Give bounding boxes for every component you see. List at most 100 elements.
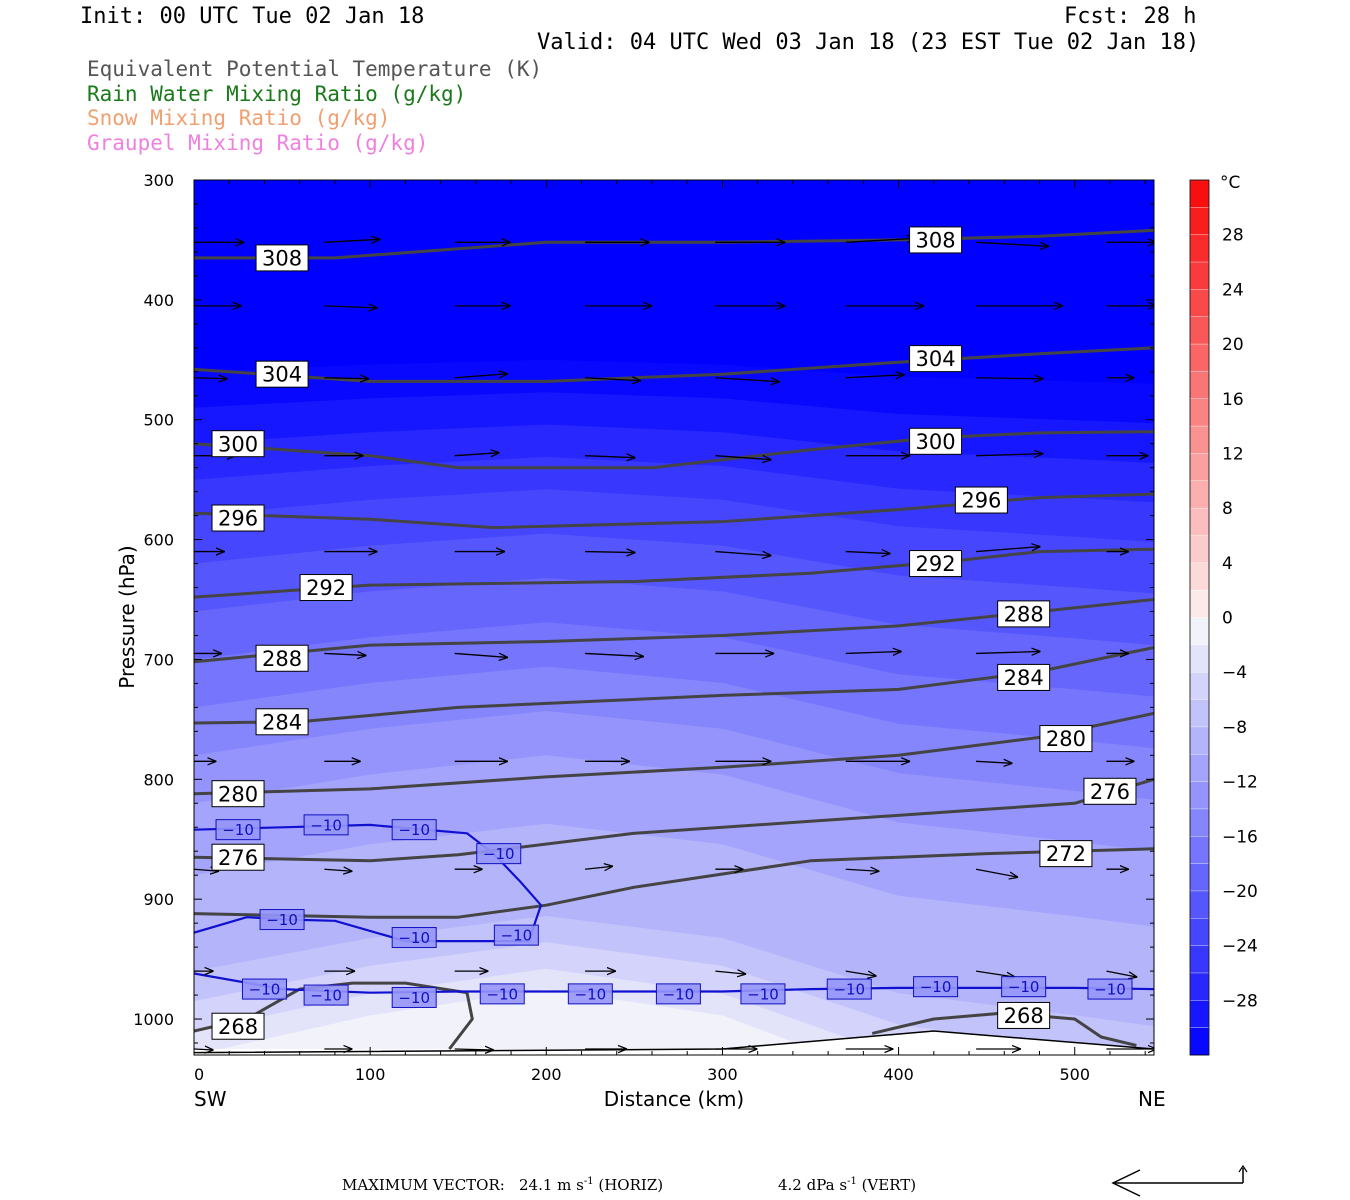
colorbar-swatch xyxy=(1189,617,1210,646)
colorbar-tick-label: −8 xyxy=(1222,718,1247,738)
forecast-hour: Fcst: 28 h xyxy=(1064,4,1197,29)
wind-vector xyxy=(324,239,380,242)
temperature-label: −10 xyxy=(1001,976,1047,998)
wind-vector xyxy=(454,653,508,657)
colorbar-swatch xyxy=(1189,507,1210,537)
svg-text:−10: −10 xyxy=(398,821,430,839)
vert-value: 4.2 dPa s xyxy=(778,1176,848,1194)
colorbar-tick-label: −16 xyxy=(1222,827,1258,847)
legend-theta-e: Equivalent Potential Temperature (K) xyxy=(87,57,543,81)
theta-e-label: 272 xyxy=(1039,840,1093,868)
colorbar-swatch xyxy=(1189,972,1210,1002)
svg-text:296: 296 xyxy=(218,507,258,531)
svg-text:304: 304 xyxy=(262,363,302,387)
valid-time: Valid: 04 UTC Wed 03 Jan 18 (23 EST Tue … xyxy=(537,30,1200,55)
colorbar-tick-label: 20 xyxy=(1222,335,1244,355)
svg-text:276: 276 xyxy=(1090,780,1130,804)
svg-text:300: 300 xyxy=(916,430,956,454)
wind-vector xyxy=(845,238,916,242)
wind-vector xyxy=(454,1049,494,1050)
wind-vector xyxy=(976,761,1012,763)
wind-vector xyxy=(324,306,377,308)
temperature-label: −10 xyxy=(303,984,349,1006)
svg-text:308: 308 xyxy=(262,246,302,270)
x-tick-label: 200 xyxy=(531,1065,562,1084)
theta-e-contour xyxy=(194,346,1154,383)
temperature-label: −10 xyxy=(479,983,525,1005)
x-tick-label: 400 xyxy=(883,1065,914,1084)
temperature-label: −10 xyxy=(391,986,437,1008)
colorbar-swatch xyxy=(1189,890,1210,919)
colorbar-swatch xyxy=(1189,699,1210,728)
wind-vector xyxy=(454,374,508,378)
theta-e-label: 304 xyxy=(909,345,963,373)
theta-e-label: 284 xyxy=(255,708,309,736)
svg-text:−10: −10 xyxy=(1008,978,1040,996)
theta-e-contour xyxy=(194,492,1154,530)
y-tick-label: 300 xyxy=(143,171,174,190)
colorbar-swatch xyxy=(1189,316,1210,345)
wind-vector xyxy=(976,454,1043,456)
wind-vector xyxy=(584,866,613,869)
svg-text:−10: −10 xyxy=(310,986,342,1004)
theta-e-label: 296 xyxy=(954,486,1008,514)
colorbar-tick-label: −20 xyxy=(1222,882,1258,902)
wind-vector xyxy=(845,552,891,554)
y-tick-label: 900 xyxy=(143,890,174,909)
wind-vector xyxy=(194,1049,214,1050)
vert-tail: (VERT) xyxy=(856,1176,917,1194)
horiz-exponent: -1 xyxy=(583,1176,594,1187)
horiz-tail: (HORIZ) xyxy=(593,1176,664,1194)
svg-text:284: 284 xyxy=(262,710,302,734)
y-axis-label: Pressure (hPa) xyxy=(115,545,139,688)
svg-text:−10: −10 xyxy=(501,927,533,945)
wind-vector xyxy=(454,453,500,456)
reference-vector-icon xyxy=(1111,1164,1248,1197)
theta-e-label: 292 xyxy=(299,574,353,602)
svg-text:−10: −10 xyxy=(747,985,779,1003)
theta-e-label: 308 xyxy=(255,244,309,272)
horiz-value: 24.1 m s xyxy=(519,1176,584,1194)
temperature-label: −10 xyxy=(241,978,287,1000)
colorbar-swatch xyxy=(1189,480,1210,509)
theta-e-contour xyxy=(194,547,1154,599)
x-axis-label: Distance (km) xyxy=(604,1087,744,1111)
theta-e-label: 268 xyxy=(211,1012,265,1040)
temperature-label: −10 xyxy=(1087,978,1133,1000)
colorbar-swatch xyxy=(1189,863,1210,892)
colorbar-swatch xyxy=(1189,589,1210,619)
temperature-label: −10 xyxy=(913,976,959,998)
svg-text:288: 288 xyxy=(1004,602,1044,626)
colorbar-swatch xyxy=(1189,562,1210,591)
ne-label: NE xyxy=(1138,1087,1166,1111)
theta-e-label: 276 xyxy=(1083,777,1137,805)
max-vector-label: MAXIMUM VECTOR: xyxy=(342,1176,505,1194)
colorbar-tick-label: −28 xyxy=(1222,991,1258,1011)
colorbar-swatch xyxy=(1189,1000,1210,1029)
colorbar-swatch xyxy=(1189,644,1210,673)
svg-text:284: 284 xyxy=(1004,666,1044,690)
wind-vector xyxy=(1106,970,1137,977)
colorbar-swatch xyxy=(1189,398,1210,427)
svg-text:−10: −10 xyxy=(663,985,695,1003)
svg-text:−10: −10 xyxy=(483,845,515,863)
colorbar-swatch xyxy=(1189,371,1210,400)
wind-vector xyxy=(194,378,228,379)
colorbar-swatch xyxy=(1189,808,1210,837)
wind-vector xyxy=(715,456,771,460)
temperature-label: −10 xyxy=(215,819,261,841)
svg-text:−10: −10 xyxy=(249,980,281,998)
wind-vector xyxy=(194,869,219,871)
wind-vector xyxy=(585,653,644,656)
max-vector-horiz: 24.1 m s-1 (HORIZ) xyxy=(519,1176,663,1194)
svg-text:268: 268 xyxy=(218,1015,258,1039)
svg-text:292: 292 xyxy=(306,576,346,600)
colorbar-swatch xyxy=(1189,179,1210,209)
theta-e-label: 280 xyxy=(211,780,265,808)
svg-text:292: 292 xyxy=(916,552,956,576)
ground-surface xyxy=(194,1031,1154,1055)
x-tick-label: 300 xyxy=(707,1065,738,1084)
colorbar-swatch xyxy=(1189,781,1210,810)
colorbar-tick-label: −12 xyxy=(1222,773,1258,793)
